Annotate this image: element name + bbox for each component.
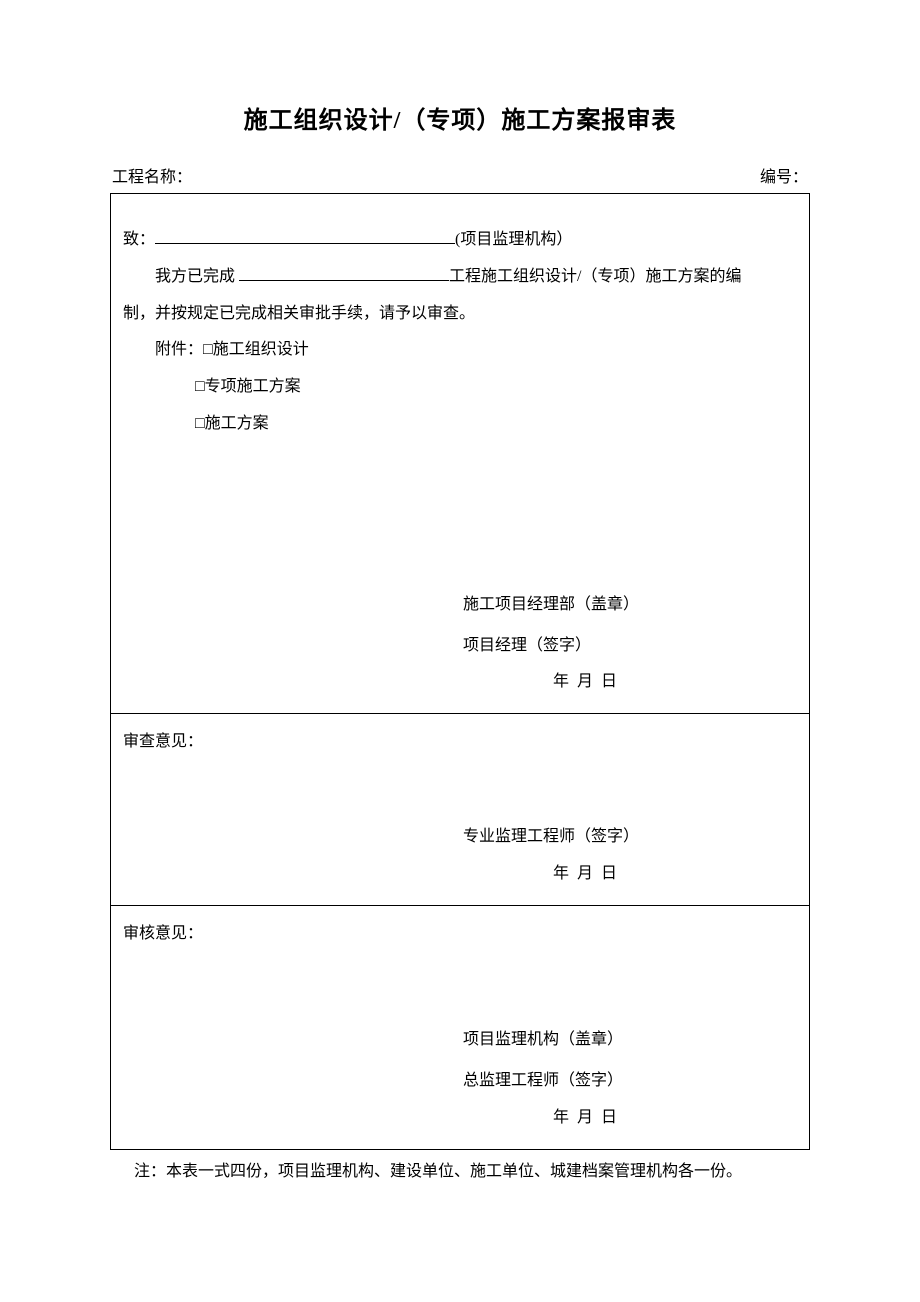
opt2-line: □专项施工方案 xyxy=(195,369,797,406)
project-blank[interactable] xyxy=(239,265,449,281)
spacer xyxy=(123,958,797,1018)
number-label: 编号： xyxy=(760,163,808,187)
sig-date-1: 年 月 日 xyxy=(123,664,797,701)
checkbox-opt2[interactable]: □ xyxy=(195,378,205,395)
section-submission: 致： (项目监理机构） 我方已完成 工程施工组织设计/（专项）施工方案的编 制，并… xyxy=(111,194,809,714)
completion-line-2: 制，并按规定已完成相关审批手续，请予以审查。 xyxy=(123,296,797,333)
completion-line-1: 我方已完成 工程施工组织设计/（专项）施工方案的编 xyxy=(123,259,797,296)
sig-manager: 项目经理（签字） xyxy=(123,628,797,665)
sig-date-3: 年 月 日 xyxy=(123,1100,797,1137)
footnote: 注：本表一式四份，项目监理机构、建设单位、施工单位、城建档案管理机构各一份。 xyxy=(110,1158,810,1187)
sig-chief-engineer: 总监理工程师（签字） xyxy=(123,1063,797,1100)
header-row: 工程名称： 编号： xyxy=(110,163,810,187)
checkbox-opt3[interactable]: □ xyxy=(195,415,205,432)
to-line: 致： (项目监理机构） xyxy=(123,222,797,259)
page: 施工组织设计/（专项）施工方案报审表 工程名称： 编号： 致： (项目监理机构） … xyxy=(0,0,920,1302)
line2-suffix: 工程施工组织设计/（专项）施工方案的编 xyxy=(449,268,741,285)
project-name-label: 工程名称： xyxy=(112,163,192,187)
review-label: 审查意见： xyxy=(123,724,797,761)
spacer xyxy=(123,767,797,815)
opt2-label: 专项施工方案 xyxy=(205,378,301,395)
opt1-label: 施工组织设计 xyxy=(213,341,309,358)
checkbox-opt1[interactable]: □ xyxy=(203,341,213,358)
line2-prefix: 我方已完成 xyxy=(155,268,235,285)
sig-engineer: 专业监理工程师（签字） xyxy=(123,819,797,856)
approval-label: 审核意见： xyxy=(123,916,797,953)
opt3-label: 施工方案 xyxy=(205,415,269,432)
form-title: 施工组织设计/（专项）施工方案报审表 xyxy=(110,100,810,135)
sig-dept: 施工项目经理部（盖章） xyxy=(123,587,797,624)
sig-supervision-org: 项目监理机构（盖章） xyxy=(123,1022,797,1059)
form-box: 致： (项目监理机构） 我方已完成 工程施工组织设计/（专项）施工方案的编 制，并… xyxy=(110,193,810,1150)
section-approval: 审核意见： 项目监理机构（盖章） 总监理工程师（签字） 年 月 日 xyxy=(111,906,809,1149)
section-review: 审查意见： 专业监理工程师（签字） 年 月 日 xyxy=(111,714,809,905)
to-blank[interactable] xyxy=(155,228,455,244)
to-suffix: (项目监理机构） xyxy=(455,231,572,248)
sig-date-2: 年 月 日 xyxy=(123,856,797,893)
attach-label: 附件： xyxy=(155,341,203,358)
attachment-line: 附件：□施工组织设计 xyxy=(123,332,797,369)
to-label: 致： xyxy=(123,231,155,248)
opt3-line: □施工方案 xyxy=(195,406,797,443)
spacer xyxy=(123,443,797,583)
